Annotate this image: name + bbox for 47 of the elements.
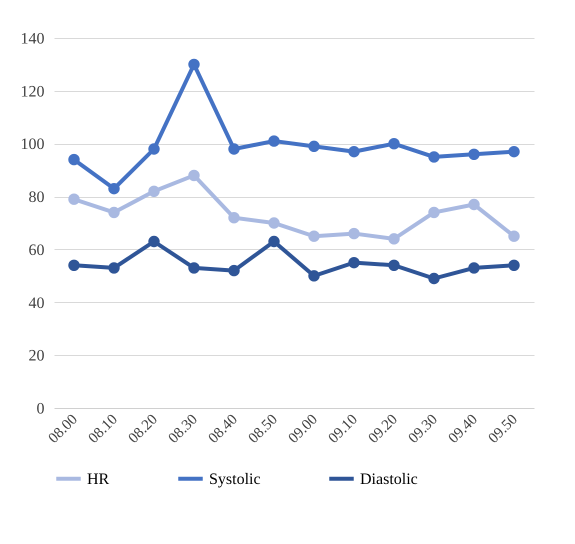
y-tick-label: 140 — [20, 30, 44, 48]
point — [308, 270, 320, 282]
point — [468, 198, 480, 210]
point — [428, 151, 440, 163]
point — [228, 143, 240, 155]
point — [68, 260, 80, 271]
point — [188, 262, 200, 274]
y-tick-label: 60 — [28, 242, 44, 259]
point — [148, 143, 160, 155]
legend-label: Systolic — [209, 470, 261, 488]
point — [468, 148, 480, 160]
legend-label: Diastolic — [360, 470, 418, 488]
point — [228, 212, 240, 224]
point — [268, 135, 280, 147]
point — [148, 236, 160, 248]
point — [308, 230, 320, 242]
point — [68, 194, 80, 205]
y-tick-label: 20 — [28, 348, 44, 365]
point — [268, 236, 280, 248]
point — [428, 272, 440, 284]
point — [388, 260, 400, 271]
y-tick-label: 100 — [20, 136, 44, 154]
point — [388, 233, 400, 245]
point — [508, 260, 520, 271]
point — [508, 230, 520, 242]
point — [348, 256, 360, 268]
y-tick-label: 40 — [28, 294, 44, 312]
point — [508, 146, 520, 158]
point — [188, 170, 200, 182]
point — [388, 138, 400, 150]
point — [468, 262, 480, 274]
point — [428, 206, 440, 218]
y-tick-label: 120 — [20, 83, 44, 100]
point — [348, 228, 360, 240]
point — [108, 182, 120, 194]
point — [308, 140, 320, 152]
point — [348, 146, 360, 158]
y-tick-label: 0 — [36, 400, 44, 418]
point — [268, 217, 280, 229]
point — [228, 264, 240, 276]
point — [108, 262, 120, 274]
point — [68, 154, 80, 166]
y-tick-label: 80 — [28, 189, 44, 206]
point — [148, 186, 160, 197]
legend-label: HR — [87, 470, 110, 488]
point — [108, 206, 120, 218]
point — [188, 58, 200, 70]
